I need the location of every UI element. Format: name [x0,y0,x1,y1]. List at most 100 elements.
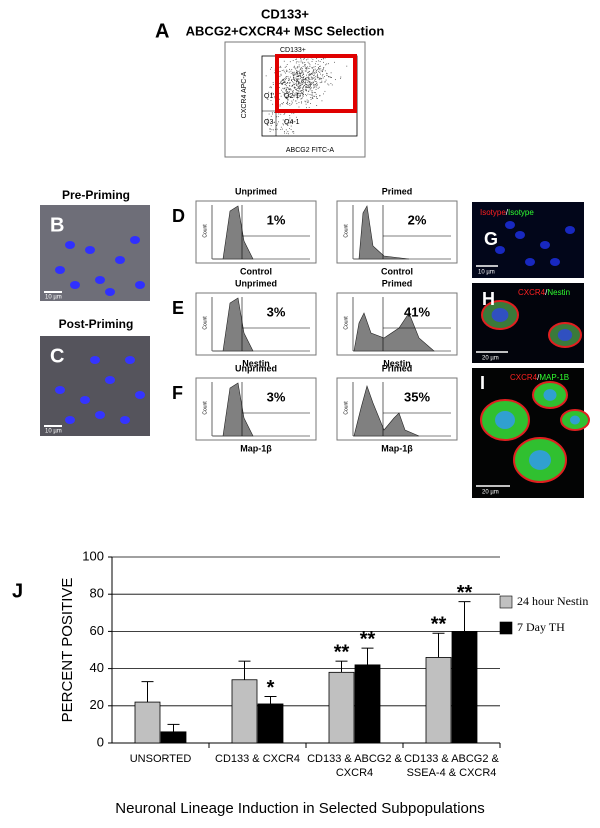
event [288,133,289,135]
event [322,69,324,70]
event [318,67,319,68]
event [286,124,288,126]
event [282,123,284,125]
event [304,65,306,67]
event [290,89,292,91]
event [304,79,306,80]
legend-swatch [499,621,513,635]
event [321,100,323,102]
event [296,83,297,85]
event [309,66,311,67]
axis-label: Count [202,401,208,415]
event [314,92,316,94]
event [283,80,285,82]
event [297,73,299,75]
event [315,63,316,65]
event [288,68,290,70]
nucleus [115,256,125,264]
event [298,92,300,94]
significance: ** [334,641,350,663]
event [316,82,318,84]
event [301,71,303,73]
nucleus [95,276,105,284]
event [318,71,320,73]
event [318,86,320,88]
event [297,78,299,80]
event [307,93,309,95]
event [306,90,307,92]
event [299,73,301,75]
event [295,116,297,118]
bar [328,671,355,744]
scale-label: 20 µm [482,356,499,362]
event [317,73,318,75]
event [293,131,295,132]
event [290,72,292,74]
event [283,71,285,73]
event [309,84,311,86]
event [300,85,301,87]
event [309,86,311,88]
event [315,60,317,62]
event [302,79,304,80]
event [299,85,301,87]
event [306,69,308,71]
event [275,128,276,130]
scale-label: 20 µm [482,490,499,496]
event [284,84,286,85]
event [330,83,332,84]
event [302,77,303,79]
event [303,85,305,87]
event [317,87,319,89]
event [283,93,285,94]
event [314,84,316,86]
event [315,78,317,80]
event [307,101,308,103]
event [274,96,276,97]
scale-label: 10 µm [478,270,495,276]
stain-label: CXCR4/Nestin [518,288,570,297]
event [299,90,301,92]
event [296,69,298,71]
event [309,64,311,66]
event [297,80,299,82]
nucleus [55,266,65,274]
panel-letter: G [484,229,498,249]
event [296,72,298,73]
event [315,81,317,82]
event [302,70,304,72]
event [282,79,284,80]
histogram [353,312,435,352]
event [311,91,313,93]
event [314,66,316,67]
event [323,93,324,95]
event [270,100,272,101]
event [271,93,272,95]
event [294,74,295,76]
event [311,67,313,69]
event [300,76,301,78]
event [292,84,294,86]
event [306,59,307,61]
event [281,103,283,104]
event [320,68,322,70]
event [272,113,273,115]
marker-label: Nestin [383,358,411,368]
event [297,76,299,77]
event [323,67,325,68]
column-title: Unprimed [235,186,277,196]
event [314,86,316,88]
percent-label: 2% [408,212,427,227]
event [299,82,301,84]
event [282,91,284,93]
event [304,94,306,95]
event [314,72,316,74]
scale-label: 10 µm [45,295,62,301]
event [298,75,299,77]
nucleus [505,221,515,229]
event [302,87,304,89]
event [312,95,314,97]
nucleus [120,416,130,424]
event [298,82,300,84]
event [289,104,291,106]
